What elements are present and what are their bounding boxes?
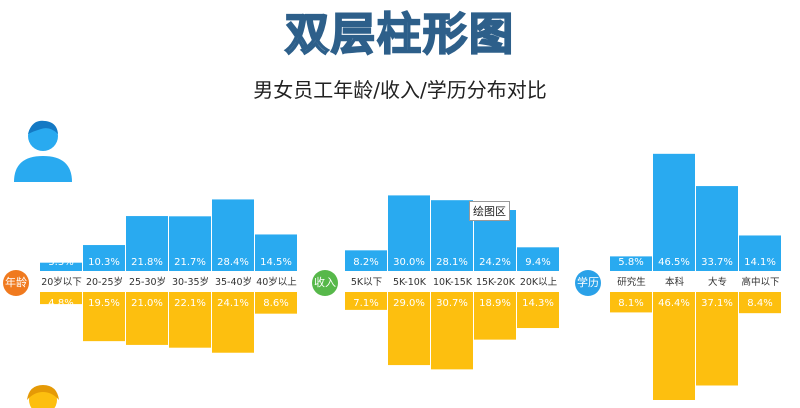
- age-male-bar: [212, 199, 254, 271]
- age-male-bar: [83, 245, 125, 271]
- income-female-bar: [517, 292, 559, 329]
- income-female-data-label: 30.7%: [436, 298, 468, 309]
- education-male-data-label: 5.8%: [618, 257, 643, 268]
- age-category-label: 40岁以上: [256, 276, 297, 288]
- education-female-bar: [696, 292, 738, 386]
- age-male-bar: [169, 216, 211, 271]
- education-category-band: [610, 271, 782, 292]
- age-male-bar: [40, 262, 82, 271]
- age-male-data-label: 21.7%: [174, 257, 206, 268]
- age-female-data-label: 4.8%: [48, 298, 73, 309]
- education-female-bar: [610, 292, 652, 313]
- income-category-label: 5K-10K: [393, 277, 427, 288]
- income-category-label: 10K-15K: [433, 277, 473, 288]
- education-male-bar: [610, 256, 652, 271]
- age-female-bar: [255, 292, 297, 314]
- education-category-label: 高中以下: [741, 276, 779, 288]
- page-subtitle: 男女员工年龄/收入/学历分布对比: [253, 78, 547, 102]
- education-category-label: 本科: [665, 276, 685, 288]
- age-male-data-label: 10.3%: [88, 257, 120, 268]
- education-female-data-label: 8.4%: [747, 298, 772, 309]
- education-female-data-label: 8.1%: [618, 298, 643, 309]
- income-category-label: 20K以上: [520, 277, 558, 288]
- education-female-bar: [739, 292, 781, 314]
- education-female-data-label: 37.1%: [701, 298, 733, 309]
- income-female-bar: [474, 292, 516, 340]
- education-male-data-label: 14.1%: [744, 257, 776, 268]
- income-category-band: [345, 271, 560, 292]
- income-male-data-label: 28.1%: [436, 257, 468, 268]
- age-category-label: 35-40岁: [215, 276, 252, 288]
- age-female-bar: [40, 292, 82, 305]
- income-female-data-label: 29.0%: [393, 298, 425, 309]
- age-male-data-label: 14.5%: [260, 257, 292, 268]
- income-male-bar: [345, 250, 387, 271]
- income-male-data-label: 9.4%: [525, 257, 550, 268]
- income-male-data-label: 8.2%: [353, 257, 378, 268]
- age-female-bar: [83, 292, 125, 342]
- education-male-bar: [696, 186, 738, 271]
- income-female-data-label: 18.9%: [479, 298, 511, 309]
- income-male-data-label: 24.2%: [479, 257, 511, 268]
- income-badge: 收入: [312, 270, 338, 296]
- age-male-data-label: 28.4%: [217, 257, 249, 268]
- income-female-data-label: 14.3%: [522, 298, 554, 309]
- income-category-label: 15K-20K: [476, 277, 516, 288]
- age-female-data-label: 24.1%: [217, 298, 249, 309]
- education-male-bar: [739, 235, 781, 271]
- age-male-bar: [255, 234, 297, 271]
- age-female-data-label: 8.6%: [263, 298, 288, 309]
- age-male-data-label: 3.3%: [48, 257, 73, 268]
- age-category-label: 20岁以下: [41, 276, 82, 288]
- age-female-data-label: 19.5%: [88, 298, 120, 309]
- age-female-bar: [169, 292, 211, 348]
- page-title: 双层柱形图: [284, 8, 515, 61]
- age-male-data-label: 21.8%: [131, 257, 163, 268]
- age-female-data-label: 22.1%: [174, 298, 206, 309]
- education-male-data-label: 33.7%: [701, 257, 733, 268]
- age-category-label: 20-25岁: [86, 276, 123, 288]
- age-male-bar: [126, 216, 168, 271]
- income-male-data-label: 30.0%: [393, 257, 425, 268]
- education-category-label: 大专: [708, 276, 727, 288]
- education-female-bar: [653, 292, 695, 400]
- education-badge: 学历: [575, 270, 601, 296]
- income-female-bar: [388, 292, 430, 366]
- income-male-bar: [517, 247, 559, 271]
- age-female-bar: [212, 292, 254, 353]
- income-female-data-label: 7.1%: [353, 298, 378, 309]
- income-female-bar: [345, 292, 387, 310]
- income-male-bar: [388, 195, 430, 271]
- age-category-band: [40, 271, 298, 292]
- income-male-bar: [431, 200, 473, 271]
- plot-area-tooltip: 绘图区: [469, 201, 510, 221]
- education-female-data-label: 46.4%: [658, 298, 690, 309]
- age-category-label: 25-30岁: [129, 276, 166, 288]
- age-badge: 年龄: [3, 270, 29, 296]
- male-person-icon: [14, 120, 72, 182]
- age-female-data-label: 21.0%: [131, 298, 163, 309]
- age-female-bar: [126, 292, 168, 345]
- education-male-data-label: 46.5%: [658, 257, 690, 268]
- income-category-label: 5K以下: [351, 277, 382, 288]
- income-female-bar: [431, 292, 473, 370]
- age-category-label: 30-35岁: [172, 276, 209, 288]
- education-male-bar: [653, 153, 695, 271]
- education-category-label: 研究生: [617, 276, 646, 288]
